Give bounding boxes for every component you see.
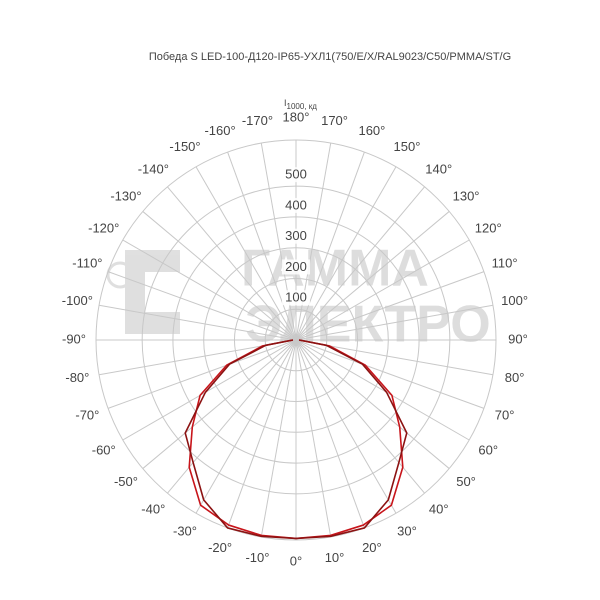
angle-tick-label: -20° [208,540,232,555]
grid-spoke [295,339,485,409]
angle-tick-label: 0° [290,553,302,568]
r-axis-subscript: 1000, кд [287,102,318,111]
angle-tick-label: 160° [358,123,385,138]
r-tick-label: 500 [285,167,307,182]
grid-spoke [107,271,297,341]
angle-tick-label: 180° [283,109,310,124]
r-tick-label: 400 [285,197,307,212]
grid-spoke [295,142,332,341]
grid-spoke [260,339,297,538]
r-axis-label: I1000, кд [284,98,317,111]
angle-tick-label: -60° [92,442,116,457]
angle-tick-label: -50° [114,474,138,489]
r-tick-bg [282,290,310,306]
angle-tick-label: 110° [492,256,518,271]
grid-spoke [107,339,297,409]
angle-tick-label: 40° [429,501,449,516]
grid-spoke [295,339,365,529]
grid-spoke [295,151,365,341]
angle-tick-label: 150° [394,139,421,154]
angle-tick-label: -170° [242,113,273,128]
grid-spoke [227,339,297,529]
grid-spoke [227,151,297,341]
angle-tick-label: 80° [505,370,525,385]
grid-spoke [167,186,297,341]
angle-tick-label: -10° [245,550,269,565]
watermark: ГАММА [241,240,429,298]
angle-tick-label: 10° [325,550,345,565]
r-tick-label: 300 [285,228,307,243]
grid-spoke [195,339,297,514]
grid-spoke [122,339,297,441]
angle-tick-label: 70° [495,407,515,422]
grid-spoke [122,239,297,341]
angle-tick-label: 120° [475,220,502,235]
watermark-logo [106,250,180,334]
r-tick-label: 200 [285,259,307,274]
angle-tick-label: -140° [138,161,169,176]
angle-tick-label: -120° [88,220,119,235]
grid-spoke [142,339,297,469]
r-axis-symbol: I [284,98,287,108]
angle-tick-label: 130° [453,189,480,204]
grid-spoke [295,211,450,341]
grid-spoke [295,186,425,341]
angle-tick-label: -90° [62,331,86,346]
angle-tick-label: 60° [478,442,498,457]
grid-spoke [295,166,397,341]
grid-spoke [260,142,297,341]
intensity-curve [184,339,408,540]
grid-spoke [295,339,397,514]
grid-spoke [195,166,297,341]
angle-tick-label: -100° [62,293,93,308]
grid-spoke [142,211,297,341]
angle-tick-label: -30° [173,524,197,539]
angle-tick-label: -40° [141,501,165,516]
angle-tick-label: -160° [204,123,235,138]
angle-tick-label: 50° [456,474,476,489]
angle-tick-label: 170° [321,113,348,128]
r-tick-label: 100 [285,290,307,305]
grid-spoke [295,271,485,341]
chart-title: Победа S LED-100-Д120-IP65-УХЛ1(750/E/X/… [149,51,511,63]
grid-spoke [98,304,297,341]
grid-spoke [295,339,450,469]
grid-spoke [295,239,470,341]
angle-tick-label: -110° [72,256,102,271]
angle-tick-label: -70° [75,407,99,422]
angle-tick-label: -80° [65,370,89,385]
r-tick-bg [282,259,310,275]
r-tick-bg [282,197,310,213]
grid-spoke [295,339,470,441]
angle-tick-label: -130° [110,189,141,204]
angle-tick-label: 30° [397,524,417,539]
angle-tick-label: 100° [501,293,528,308]
angle-tick-label: 20° [362,540,382,555]
grid-spoke [295,339,332,538]
r-tick-bg [282,167,310,183]
angle-tick-label: 140° [425,161,452,176]
r-tick-bg [282,228,310,244]
angle-tick-label: -150° [169,139,200,154]
grid-spoke [295,304,494,341]
angle-tick-label: 90° [508,331,528,346]
